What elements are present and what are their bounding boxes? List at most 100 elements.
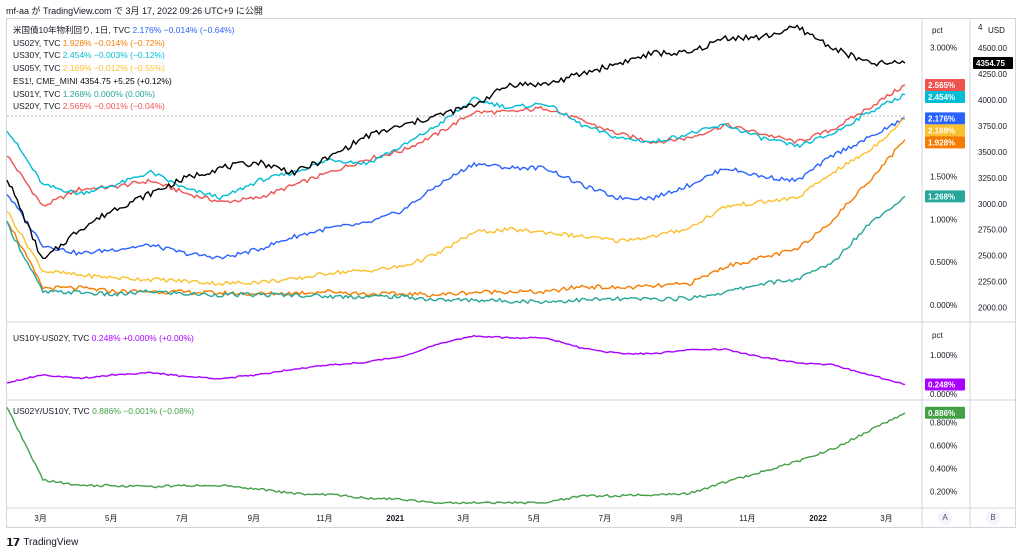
- last-value-label: 1.268%: [928, 192, 955, 201]
- pane1-legend: 米国債10年物利回り, 1日, TVC 2.176% −0.014% (−0.6…: [13, 24, 235, 113]
- last-value-label: 2.176%: [928, 114, 955, 123]
- legend-row[interactable]: US01Y, TVC 1.268% 0.000% (0.00%): [13, 88, 235, 101]
- scale-a-button[interactable]: A: [938, 511, 952, 525]
- pane2-axis-tick-label: 1.000%: [930, 351, 957, 360]
- right-axis-tick-label: 2250.00: [978, 278, 1007, 287]
- legend-row[interactable]: 米国債10年物利回り, 1日, TVC 2.176% −0.014% (−0.6…: [13, 24, 235, 37]
- legend-row[interactable]: US05Y, TVC 2.169% −0.012% (−0.55%): [13, 62, 235, 75]
- legend-series-name: US20Y, TVC: [13, 101, 63, 112]
- right-axis-tick-label: 2500.00: [978, 252, 1007, 261]
- last-value-label-bg: [925, 136, 965, 149]
- pane3-legend: US02Y/US10Y, TVC 0.886% −0.001% (−0.08%): [13, 405, 194, 418]
- last-value-label-bg: [925, 406, 965, 419]
- x-axis-tick-label: 7月: [176, 514, 188, 523]
- legend-series-value: 0.886% −0.001% (−0.08%): [92, 406, 195, 416]
- last-value-label: 2.565%: [928, 81, 955, 90]
- last-value-label-bg: [925, 112, 965, 125]
- last-value-label: 0.248%: [928, 380, 955, 389]
- left-axis-tick-label: 0.500%: [930, 258, 957, 267]
- footer-brand[interactable]: 𝟭𝟳 TradingView: [6, 536, 78, 549]
- pane2-axis-tick-label: 0.000%: [930, 390, 957, 399]
- last-value-label: 2.169%: [928, 126, 955, 135]
- x-axis-tick-label: 9月: [248, 514, 260, 523]
- legend-row[interactable]: US10Y-US02Y, TVC 0.248% +0.000% (+0.00%): [13, 332, 194, 345]
- x-axis-tick-label: 7月: [599, 514, 611, 523]
- x-axis-tick-label: 3月: [34, 514, 46, 523]
- right-axis-tick-label: 4000.00: [978, 96, 1007, 105]
- last-value-label-bg: [925, 378, 965, 391]
- legend-row[interactable]: US02Y/US10Y, TVC 0.886% −0.001% (−0.08%): [13, 405, 194, 418]
- last-value-label: 2.454%: [928, 93, 955, 102]
- right-axis-tick-label: 4500.00: [978, 44, 1007, 53]
- brand-text: TradingView: [23, 537, 79, 548]
- right-axis-tick-label: 2000.00: [978, 304, 1007, 313]
- series-line-es1: [6, 24, 906, 260]
- right-axis-tick-label: 2750.00: [978, 226, 1007, 235]
- pane3-axis-tick-label: 0.800%: [930, 419, 957, 428]
- legend-row[interactable]: ES1!, CME_MINI 4354.75 +5.25 (+0.12%): [13, 75, 235, 88]
- tradingview-logo-icon: 𝟭𝟳: [6, 537, 20, 549]
- left-axis-title: pct: [932, 26, 943, 35]
- right-axis-tick-label: 3250.00: [978, 174, 1007, 183]
- right-axis-tick-label: 3500.00: [978, 148, 1007, 157]
- legend-row[interactable]: US02Y, TVC 1.928% −0.014% (−0.72%): [13, 37, 235, 50]
- legend-series-name: 米国債10年物利回り, 1日, TVC: [13, 25, 133, 35]
- x-axis-tick-label: 11月: [739, 514, 755, 523]
- last-value-label-bg: [925, 91, 965, 104]
- legend-series-name: ES1!, CME_MINI: [13, 75, 81, 86]
- legend-series-name: US10Y-US02Y, TVC: [13, 333, 92, 343]
- scale-b-button[interactable]: B: [986, 511, 1000, 525]
- left-axis-tick-label: 3.000%: [930, 44, 957, 53]
- last-value-label-bg: [925, 124, 965, 137]
- legend-series-value: 4354.75 +5.25 (+0.12%): [80, 75, 172, 86]
- publish-header: mf-aa が TradingView.com で 3月 17, 2022 09…: [6, 6, 263, 16]
- series-line-us20y: [6, 84, 906, 207]
- series-line-ratio: [6, 407, 906, 505]
- chart-frame: [6, 18, 1016, 528]
- last-value-label: 1.928%: [928, 138, 955, 147]
- legend-series-value: 1.268% 0.000% (0.00%): [62, 88, 155, 99]
- x-axis-tick-label: 5月: [528, 514, 540, 523]
- legend-row[interactable]: US30Y, TVC 2.454% −0.003% (−0.12%): [13, 49, 235, 62]
- series-line-us10y: [6, 117, 906, 260]
- last-value-label: 4354.75: [976, 59, 1005, 68]
- x-axis-tick-label: 3月: [457, 514, 469, 523]
- right-axis-tick-label: 4250.00: [978, 70, 1007, 79]
- left-axis-tick-label: 1.000%: [930, 215, 957, 224]
- legend-series-value: 0.248% +0.000% (+0.00%): [91, 333, 194, 343]
- x-axis-tick-label: 11月: [316, 514, 332, 523]
- pane3-axis-tick-label: 0.200%: [930, 487, 957, 496]
- legend-series-value: 2.176% −0.014% (−0.64%): [132, 25, 235, 35]
- series-line-spread: [6, 334, 906, 386]
- legend-series-name: US05Y, TVC: [13, 63, 63, 74]
- legend-series-value: 2.169% −0.012% (−0.55%): [62, 63, 165, 74]
- left-axis-tick-label: 1.500%: [930, 172, 957, 181]
- x-axis-tick-label: 5月: [105, 514, 117, 523]
- series-line-us30y: [6, 93, 906, 201]
- series-line-us02y: [6, 139, 906, 298]
- x-axis-tick-label: 2022: [809, 514, 827, 523]
- legend-series-value: 2.454% −0.003% (−0.12%): [62, 50, 165, 61]
- right-axis-tick-label: 3750.00: [978, 122, 1007, 131]
- pane2-legend: US10Y-US02Y, TVC 0.248% +0.000% (+0.00%): [13, 332, 194, 345]
- last-value-label-bg: [925, 190, 965, 203]
- last-value-label: 0.886%: [928, 409, 955, 418]
- x-axis-tick-label: 3月: [880, 514, 892, 523]
- legend-series-name: US02Y/US10Y, TVC: [13, 406, 93, 416]
- legend-series-name: US01Y, TVC: [13, 88, 63, 99]
- series-line-us01y: [6, 195, 906, 305]
- pane3-axis-tick-label: 0.600%: [930, 441, 957, 450]
- pane2-axis-title: pct: [932, 331, 943, 340]
- legend-series-name: US30Y, TVC: [13, 50, 63, 61]
- legend-series-name: US02Y, TVC: [13, 37, 63, 48]
- legend-series-value: 2.565% −0.001% (−0.04%): [62, 101, 165, 112]
- last-value-label-bg: [973, 57, 1013, 70]
- right-axis-tick-label: 4: [978, 23, 983, 32]
- legend-row[interactable]: US20Y, TVC 2.565% −0.001% (−0.04%): [13, 100, 235, 113]
- last-value-label-bg: [925, 79, 965, 92]
- x-axis-tick-label: 9月: [671, 514, 683, 523]
- right-axis-tick-label: 3000.00: [978, 200, 1007, 209]
- legend-series-value: 1.928% −0.014% (−0.72%): [62, 37, 165, 48]
- left-axis-tick-label: 0.000%: [930, 301, 957, 310]
